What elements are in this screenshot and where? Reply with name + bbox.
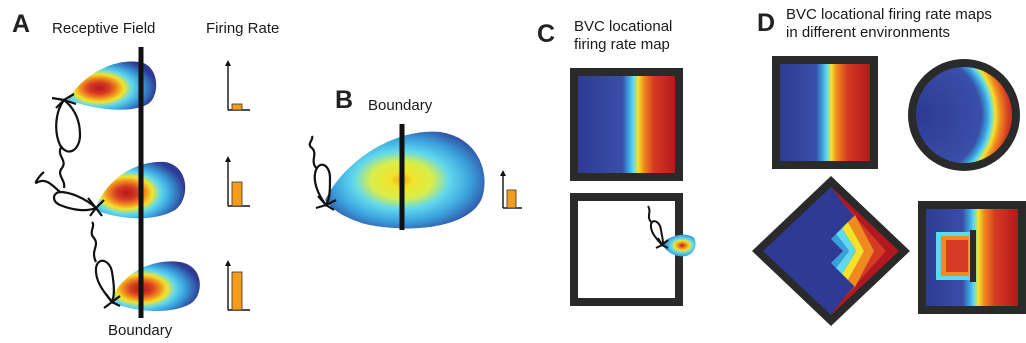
boundary-label-a: Boundary bbox=[108, 322, 173, 339]
receptive-field-blob-b bbox=[325, 131, 485, 229]
panel-c-title: BVC locational firing rate map bbox=[574, 18, 672, 54]
panel-a bbox=[34, 47, 250, 318]
panel-c-title-line1: BVC locational bbox=[574, 18, 673, 35]
firing-rate-bar-b bbox=[506, 189, 517, 209]
receptive-field-blob-1 bbox=[68, 61, 157, 110]
panel-c-title-line2: firing rate map bbox=[574, 36, 670, 53]
firing-rate-plot-1 bbox=[225, 60, 250, 111]
rat-icon-3 bbox=[90, 221, 121, 309]
panel-c bbox=[570, 68, 696, 306]
receptive-field-blob-3 bbox=[110, 261, 200, 311]
firing-rate-label: Firing Rate bbox=[206, 20, 280, 37]
panel-a-letter: A bbox=[12, 10, 31, 38]
rat-icon-2 bbox=[34, 171, 105, 217]
square-rate-map-c bbox=[570, 68, 683, 181]
circle-rate-map bbox=[908, 59, 1020, 171]
panel-d-title: BVC locational firing rate maps in diffe… bbox=[786, 6, 992, 42]
firing-rate-plot-3 bbox=[225, 260, 250, 311]
panel-d-title-line2: in different environments bbox=[786, 24, 950, 41]
panel-d bbox=[752, 56, 1026, 326]
square-barrier-rate-map bbox=[918, 201, 1026, 314]
firing-rate-bar-1 bbox=[231, 103, 243, 111]
firing-rate-bar-3 bbox=[231, 271, 243, 311]
panel-b bbox=[308, 124, 522, 230]
firing-rate-plot-2 bbox=[225, 156, 250, 207]
rat-icon-b bbox=[308, 135, 337, 211]
panel-d-title-line1: BVC locational firing rate maps bbox=[786, 6, 992, 23]
square-arena-empty bbox=[570, 193, 683, 306]
panel-c-letter: C bbox=[537, 20, 556, 48]
firing-rate-plot-b bbox=[500, 170, 522, 209]
diamond-rate-map bbox=[752, 176, 910, 326]
square-rate-map-d bbox=[772, 56, 878, 169]
firing-rate-bar-2 bbox=[231, 181, 243, 207]
rat-icon-1 bbox=[51, 93, 82, 189]
rat-icon-c bbox=[647, 205, 669, 249]
receptive-field-label: Receptive Field bbox=[52, 20, 156, 37]
panel-d-letter: D bbox=[757, 9, 776, 37]
boundary-label-b: Boundary bbox=[368, 97, 433, 114]
panel-b-letter: B bbox=[335, 86, 354, 114]
receptive-field-blob-c bbox=[662, 234, 696, 257]
